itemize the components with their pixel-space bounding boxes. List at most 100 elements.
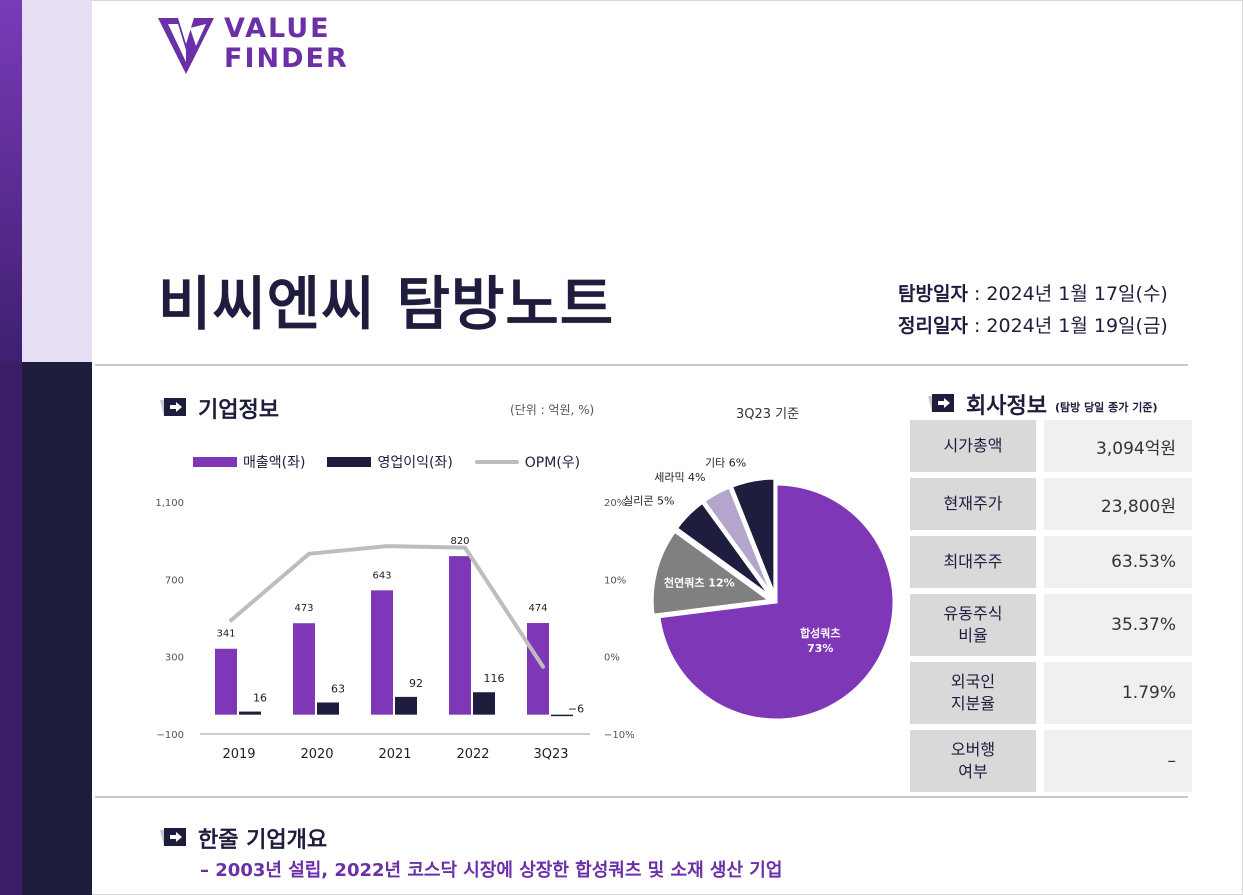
page-title: 비씨엔씨 탐방노트: [158, 270, 615, 338]
visit-date-label: 탐방일자: [898, 283, 968, 305]
divider-bottom: [95, 796, 1188, 798]
pie-slice: [650, 529, 775, 617]
bar-revenue: [215, 648, 237, 715]
row-key: 최대주주: [910, 536, 1036, 588]
row-value: 63.53%: [1044, 536, 1192, 588]
pie-slice: [674, 500, 773, 599]
section-title: 회사정보: [966, 394, 1047, 419]
row-key: 현재주가: [910, 478, 1036, 530]
section-company-profile: 회사정보 (탐방 당일 종가 기준): [928, 388, 1157, 420]
y-left-tick-label: 1,100: [155, 498, 184, 509]
y-left-tick-label: 700: [165, 575, 184, 586]
y-left-tick-label: 300: [165, 653, 184, 664]
logo-mark-icon: [158, 18, 214, 74]
data-label-op-income: 92: [409, 677, 423, 690]
side-strip-top: [0, 0, 22, 362]
legend-line: [474, 460, 519, 464]
x-tick-label: 2019: [222, 747, 255, 762]
visit-date-value: : 2024년 1월 17일(수): [967, 283, 1168, 305]
row-key-line-1: 유동주식: [943, 604, 1003, 623]
legend-item-opm: OPM(우): [474, 452, 581, 472]
y-right-tick-label: 0%: [604, 653, 620, 664]
bar-revenue: [527, 623, 549, 715]
row-value: –: [1044, 730, 1192, 792]
row-key-line-2: 비율: [958, 626, 988, 645]
arrow-icon: [928, 394, 954, 412]
line-opm: [229, 544, 545, 669]
company-profile-table: 시가총액 3,094억원 현재주가 23,800원 최대주주 63.53% 유동…: [910, 420, 1192, 798]
y-right-tick-label: 20%: [604, 498, 626, 509]
legend-label: 매출액(좌): [243, 455, 306, 471]
visit-date: 탐방일자 : 2024년 1월 17일(수): [898, 278, 1168, 310]
table-row: 최대주주 63.53%: [910, 536, 1192, 588]
x-tick-label: 2021: [378, 747, 411, 762]
table-row: 시가총액 3,094억원: [910, 420, 1192, 472]
section-title: 기업정보: [198, 398, 279, 423]
pie-label: 실리콘 5%: [623, 494, 674, 507]
row-key-line-2: 지분율: [950, 694, 996, 713]
data-label-op-income: 63: [331, 682, 345, 695]
bar-op-income: [395, 696, 417, 715]
legend-swatch: [193, 457, 237, 467]
x-tick-label: 2022: [456, 747, 489, 762]
data-label-revenue: 341: [216, 629, 235, 640]
bar-op-income: [317, 702, 339, 715]
financial-bar-chart: −100 300 700 1,100 −10% 0% 10% 20% 341 16 2019 473 6…: [155, 498, 634, 762]
x-tick-label: 3Q23: [533, 747, 568, 762]
row-key: 시가총액: [910, 420, 1036, 472]
arrow-icon: [160, 398, 186, 416]
pie-slice: [657, 482, 896, 722]
section-overview: 한줄 기업개요: [160, 822, 327, 854]
logo-text: VALUE FINDER: [224, 14, 349, 74]
summary-date: 정리일자 : 2024년 1월 19일(금): [898, 310, 1168, 342]
revenue-mix-pie-chart: 합성쿼츠 73% 천연쿼츠 12% 실리콘 5% 세라믹 4%기타 6%: [623, 456, 896, 722]
bar-revenue: [371, 590, 393, 715]
bar-revenue: [449, 556, 471, 715]
bar-op-income: [473, 692, 495, 715]
row-key-line-2: 여부: [958, 762, 988, 781]
row-value: 1.79%: [1044, 662, 1192, 724]
bar-revenue: [293, 623, 315, 715]
section-title: 한줄 기업개요: [198, 828, 328, 853]
bar-op-income: [551, 714, 573, 717]
legend-swatch: [327, 457, 372, 467]
date-block: 탐방일자 : 2024년 1월 17일(수) 정리일자 : 2024년 1월 1…: [898, 278, 1168, 342]
data-label-revenue: 473: [294, 603, 313, 614]
legend-label: 영업이익(좌): [377, 455, 453, 471]
logo-line-2: FINDER: [224, 43, 349, 74]
pie-label-name: 합성쿼츠: [800, 626, 840, 640]
x-tick-label: 2020: [300, 747, 333, 762]
pie-slice: [701, 485, 775, 598]
data-label-op-income: 116: [484, 672, 505, 685]
table-row: 현재주가 23,800원: [910, 478, 1192, 530]
row-key-line-1: 외국인: [950, 672, 996, 691]
data-label-revenue: 474: [528, 603, 547, 614]
overview-text: – 2003년 설립, 2022년 코스닥 시장에 상장한 합성쿼츠 및 소재 …: [200, 860, 783, 881]
legend-item-op-income: 영업이익(좌): [327, 452, 453, 472]
data-label-op-income: 16: [253, 692, 267, 705]
chart-legend: 매출액(좌) 영업이익(좌) OPM(우): [193, 452, 602, 472]
data-label-revenue: 820: [450, 536, 469, 547]
summary-date-value: : 2024년 1월 19일(금): [967, 315, 1168, 337]
pie-label: 세라믹 4%: [654, 471, 705, 484]
pie-label: 천연쿼츠 12%: [664, 575, 735, 589]
table-row: 오버행 여부 –: [910, 730, 1192, 792]
y-right-tick-label: 10%: [604, 575, 626, 586]
row-value: 35.37%: [1044, 594, 1192, 656]
side-strip-bottom: [0, 362, 22, 895]
pie-caption: 3Q23 기준: [736, 407, 800, 422]
row-value: 23,800원: [1044, 478, 1192, 530]
divider-top: [95, 364, 1188, 366]
pie-label-value: 73%: [807, 642, 833, 655]
y-right-tick-label: −10%: [604, 730, 635, 741]
legend-item-revenue: 매출액(좌): [193, 452, 305, 472]
section-company-info: 기업정보: [160, 392, 279, 424]
brand-logo: VALUE FINDER: [156, 14, 366, 78]
legend-label: OPM(우): [524, 455, 581, 471]
pie-label: 기타 6%: [705, 456, 746, 469]
pie-slice: [729, 476, 777, 597]
